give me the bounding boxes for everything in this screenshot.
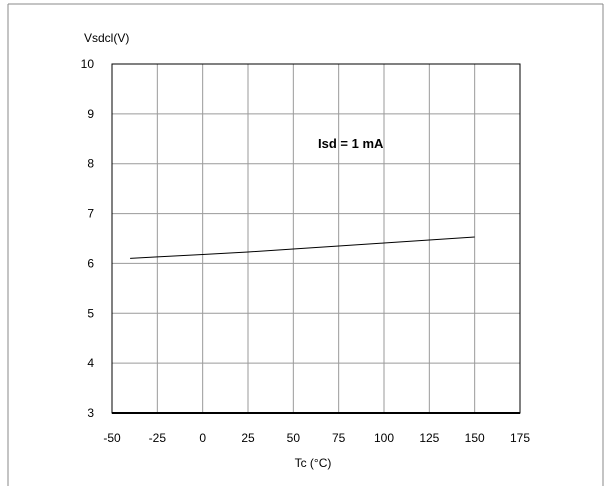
tick-labels: -50 -25 0 25 50 75 100 125 150 175 3 4 5 6 7 8 9 10: [81, 57, 531, 445]
x-axis-label: Tc (°C): [295, 456, 332, 470]
series-line: [130, 236, 475, 259]
grid: [112, 64, 520, 413]
y-tick-label: 8: [87, 157, 94, 171]
x-tick-label: -25: [149, 431, 167, 445]
y-tick-label: 5: [87, 306, 94, 320]
axes: [111, 63, 521, 414]
x-tick-label: 25: [241, 431, 255, 445]
y-tick-label: 10: [81, 57, 95, 71]
x-tick-label: 150: [465, 431, 485, 445]
condition-annotation: Isd = 1 mA: [318, 136, 384, 151]
y-tick-label: 7: [87, 207, 94, 221]
x-tick-label: 175: [510, 431, 530, 445]
x-tick-label: 100: [374, 431, 394, 445]
y-tick-label: 9: [87, 107, 94, 121]
series-group: [130, 236, 475, 259]
x-tick-label: 75: [332, 431, 346, 445]
y-axis-label: Vsdcl(V): [84, 31, 129, 45]
x-tick-label: 50: [287, 431, 301, 445]
y-tick-label: 4: [87, 356, 94, 370]
y-tick-label: 3: [87, 406, 94, 420]
y-tick-label: 6: [87, 256, 94, 270]
x-tick-label: 0: [199, 431, 206, 445]
x-tick-label: -50: [103, 431, 121, 445]
x-tick-label: 125: [419, 431, 439, 445]
